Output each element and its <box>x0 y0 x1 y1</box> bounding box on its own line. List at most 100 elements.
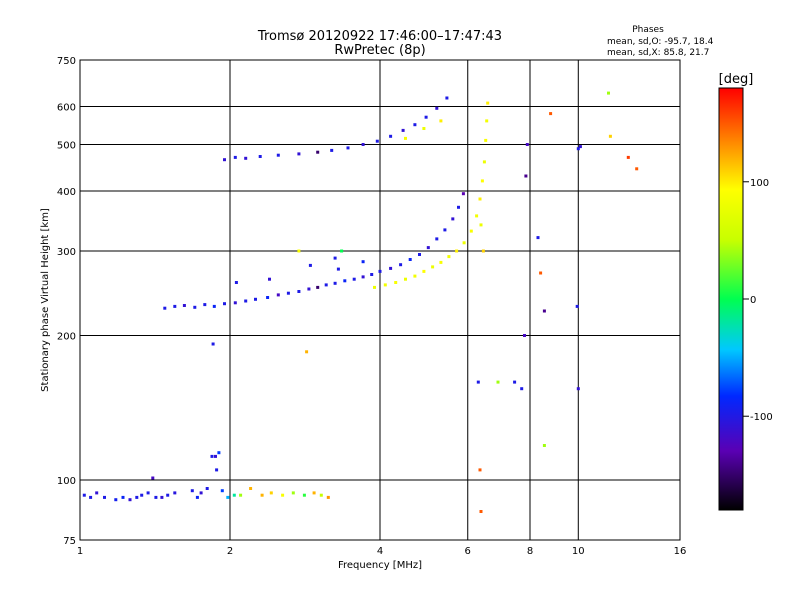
data-point <box>435 237 439 241</box>
data-point <box>635 167 639 171</box>
data-point <box>226 495 230 499</box>
data-point <box>223 158 226 162</box>
y-axis-label: Stationary phase Virtual Height [km] <box>40 208 51 392</box>
data-point <box>260 493 264 497</box>
chart-subtitle: RwPretec (8p) <box>334 43 425 58</box>
data-point <box>401 128 405 132</box>
axis-ticks: 1 2 4 6 8 10 16 75 100 200 300 400 500 600 750 <box>57 56 686 557</box>
data-point <box>193 305 197 309</box>
data-point <box>312 491 316 495</box>
colorbar-tick-label: -100 <box>750 412 773 423</box>
y-tick-label: 75 <box>63 536 76 547</box>
data-point <box>297 290 301 293</box>
data-point <box>217 451 221 455</box>
data-point <box>82 493 86 497</box>
data-point <box>496 380 500 384</box>
data-point <box>422 127 426 130</box>
data-point <box>361 143 365 146</box>
data-point <box>389 266 393 270</box>
x-tick-label: 10 <box>572 546 585 557</box>
data-point <box>524 174 528 178</box>
data-point <box>121 495 125 499</box>
data-point <box>439 260 443 264</box>
data-point <box>413 123 417 127</box>
data-point <box>361 275 365 279</box>
data-point <box>422 269 426 273</box>
data-point <box>476 380 480 384</box>
data-point <box>128 498 132 502</box>
data-point <box>333 281 337 285</box>
data-point <box>166 493 170 497</box>
data-point <box>479 510 483 513</box>
data-point <box>297 152 301 156</box>
data-point <box>173 304 177 308</box>
data-point <box>478 197 482 201</box>
data-point <box>462 241 466 245</box>
data-point <box>608 134 612 138</box>
data-point <box>457 205 460 209</box>
x-tick-label: 6 <box>465 546 471 557</box>
data-point <box>276 153 280 157</box>
data-point <box>424 115 428 119</box>
data-point <box>326 495 330 499</box>
data-point <box>233 301 237 305</box>
data-point <box>214 454 217 458</box>
grid-lines <box>80 60 680 540</box>
data-point <box>316 150 320 154</box>
data-point <box>205 487 209 490</box>
data-point <box>383 283 387 287</box>
data-point <box>480 179 484 183</box>
data-point <box>578 145 582 149</box>
data-point <box>258 155 262 158</box>
x-axis-label: Frequency [MHz] <box>338 560 422 571</box>
data-point <box>336 267 340 271</box>
data-point <box>146 491 150 495</box>
data-point <box>316 285 320 289</box>
data-point <box>305 350 309 354</box>
data-point <box>234 281 238 284</box>
data-point <box>286 291 290 295</box>
data-point <box>536 236 540 240</box>
data-point <box>375 139 379 143</box>
data-point <box>607 91 610 95</box>
data-point <box>307 287 311 291</box>
y-tick-label: 400 <box>57 187 76 198</box>
data-point <box>308 263 312 267</box>
data-point <box>340 249 344 253</box>
data-point <box>418 253 421 256</box>
data-point <box>281 493 285 497</box>
data-point <box>399 263 403 267</box>
data-point <box>394 281 398 284</box>
data-point <box>199 491 203 495</box>
data-point <box>223 302 226 306</box>
data-point <box>389 134 393 138</box>
chart-title: Tromsø 20120922 17:46:00–17:47:43 <box>257 29 502 44</box>
data-point <box>478 468 482 472</box>
data-point <box>291 491 295 495</box>
data-point <box>319 493 323 497</box>
data-point <box>443 228 447 232</box>
data-point <box>103 495 106 499</box>
data-point <box>268 277 271 281</box>
data-point <box>475 214 479 218</box>
data-point <box>404 136 407 140</box>
data-point <box>361 260 365 264</box>
y-tick-label: 300 <box>57 247 76 258</box>
y-tick-label: 600 <box>57 103 76 114</box>
data-point <box>575 304 579 308</box>
colorbar-tick-label: 100 <box>750 178 769 189</box>
data-point <box>539 271 543 275</box>
data-point <box>469 229 473 233</box>
data-point <box>343 279 347 283</box>
data-point <box>481 249 485 253</box>
data-point <box>542 444 546 447</box>
data-point <box>520 387 524 391</box>
data-point <box>626 155 630 159</box>
data-point <box>525 143 529 146</box>
x-tick-label: 4 <box>377 546 383 557</box>
data-point <box>576 147 580 151</box>
data-point <box>447 255 451 259</box>
data-point <box>373 285 376 289</box>
phase-info-x: mean, sd,X: 85.8, 21.7 <box>607 48 709 58</box>
